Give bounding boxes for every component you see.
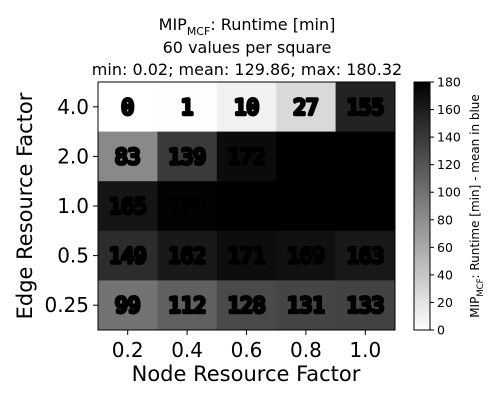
heatmap-cell xyxy=(276,131,337,182)
title-subscript: MCF xyxy=(187,25,211,38)
y-tick-label: 0.25 xyxy=(44,293,89,317)
chart-title: MIPMCF: Runtime [min] 60 values per squa… xyxy=(92,15,402,79)
heatmap-cell xyxy=(157,131,218,182)
heatmap-cell xyxy=(157,280,218,331)
colorbar-tick-label: 180 xyxy=(437,75,461,90)
y-axis-ticks: 4.0 2.0 1.0 0.5 0.25 xyxy=(44,95,98,317)
title-main: MIP xyxy=(159,15,188,34)
cell-value-label: 128 xyxy=(228,294,266,318)
cell-value-label: 27 xyxy=(293,95,318,119)
colorbar-tick-label: 80 xyxy=(437,212,453,227)
colorbar-tick-label: 160 xyxy=(437,102,461,117)
x-axis-label: Node Resource Factor xyxy=(132,362,361,386)
colorbar xyxy=(413,81,431,331)
cell-value-label: 172 xyxy=(228,145,266,169)
chart-stats: min: 0.02; mean: 129.86; max: 180.32 xyxy=(92,60,402,79)
y-tick-label: 4.0 xyxy=(57,95,89,119)
x-tick-label: 1.0 xyxy=(349,338,381,362)
cell-value-label: 165 xyxy=(109,195,147,219)
cell-value-label: 139 xyxy=(168,145,206,169)
heatmap-cell xyxy=(276,280,337,331)
heatmap-cell-labels: 0 1 10 27 155 83 139 172 180 180 165 178 180 180 180 14… xyxy=(107,94,386,320)
cell-value-label: 180 xyxy=(346,195,384,219)
colorbar-tick-label: 0 xyxy=(437,323,445,338)
y-tick-label: 0.5 xyxy=(57,244,89,268)
cell-value-label: 131 xyxy=(287,294,325,318)
heatmap-cells xyxy=(98,82,396,331)
cell-value-label: 155 xyxy=(346,95,384,119)
cell-value-label: 1 xyxy=(181,95,194,119)
heatmap-cell xyxy=(335,82,396,133)
colorbar-ticks: 0 20 40 60 80 100 120 140 160 180 xyxy=(430,75,461,338)
cell-value-label: 149 xyxy=(109,244,147,268)
heatmap-cell xyxy=(98,82,158,133)
cell-value-label: 163 xyxy=(346,244,384,268)
heatmap-cell xyxy=(216,181,277,232)
colorbar-label: MIPMCF: Runtime [min] - mean in blue xyxy=(468,94,486,318)
cell-value-label: 171 xyxy=(228,244,266,268)
cell-value-label: 0 xyxy=(121,95,134,119)
heatmap-cell xyxy=(157,82,218,133)
heatmap-cell xyxy=(335,230,396,281)
colorbar-tick-label: 20 xyxy=(437,295,453,310)
title-line-1: MIPMCF: Runtime [min] xyxy=(159,15,336,38)
x-tick-label: 0.2 xyxy=(112,338,144,362)
y-tick-label: 1.0 xyxy=(57,194,89,218)
cell-value-label: 180 xyxy=(228,195,266,219)
cell-value-label: 162 xyxy=(168,244,206,268)
title-suffix: : Runtime [min] xyxy=(210,15,335,34)
cell-value-label: 180 xyxy=(287,195,325,219)
heatmap-cell xyxy=(216,280,277,331)
y-tick-label: 2.0 xyxy=(57,144,89,168)
x-tick-label: 0.6 xyxy=(231,338,263,362)
cell-value-label: 169 xyxy=(287,244,325,268)
colorbar-tick-label: 140 xyxy=(437,130,461,145)
heatmap-cell xyxy=(276,230,337,281)
cell-value-label: 99 xyxy=(115,294,140,318)
heatmap-cell xyxy=(216,82,277,133)
colorbar-label-main: MIP xyxy=(468,297,482,318)
colorbar-tick-label: 40 xyxy=(437,267,453,282)
chart-subtitle: 60 values per square xyxy=(163,38,332,57)
colorbar-tick-label: 100 xyxy=(437,185,461,200)
heatmap-cell xyxy=(98,280,158,331)
cell-value-label: 83 xyxy=(115,145,140,169)
heatmap-cell xyxy=(98,230,158,281)
heatmap-cell xyxy=(216,131,277,182)
heatmap-cell xyxy=(335,131,396,182)
heatmap-cell xyxy=(335,280,396,331)
colorbar-tick-label: 120 xyxy=(437,157,461,172)
colorbar-tick-label: 60 xyxy=(437,240,453,255)
x-axis-ticks: 0.2 0.4 0.6 0.8 1.0 xyxy=(112,330,381,362)
heatmap-cell xyxy=(276,82,337,133)
cell-value-label: 180 xyxy=(346,145,384,169)
cell-value-label: 112 xyxy=(168,294,206,318)
colorbar-label-suffix: : Runtime [min] - mean in blue xyxy=(468,94,482,278)
heatmap-cell xyxy=(98,181,158,232)
heatmap-cell xyxy=(98,131,158,182)
x-tick-label: 0.8 xyxy=(290,338,322,362)
x-tick-label: 0.4 xyxy=(171,338,203,362)
cell-value-label: 10 xyxy=(234,95,259,119)
heatmap-cell xyxy=(157,230,218,281)
cell-value-label: 178 xyxy=(168,195,206,219)
colorbar-label-subscript: MCF xyxy=(476,278,486,296)
cell-value-label: 133 xyxy=(346,294,384,318)
heatmap-cell xyxy=(276,181,337,232)
cell-value-label: 180 xyxy=(287,145,325,169)
heatmap-cell xyxy=(335,181,396,232)
y-axis-label: Edge Resource Factor xyxy=(13,92,37,319)
heatmap-cell xyxy=(157,181,218,232)
heatmap-cell xyxy=(216,230,277,281)
